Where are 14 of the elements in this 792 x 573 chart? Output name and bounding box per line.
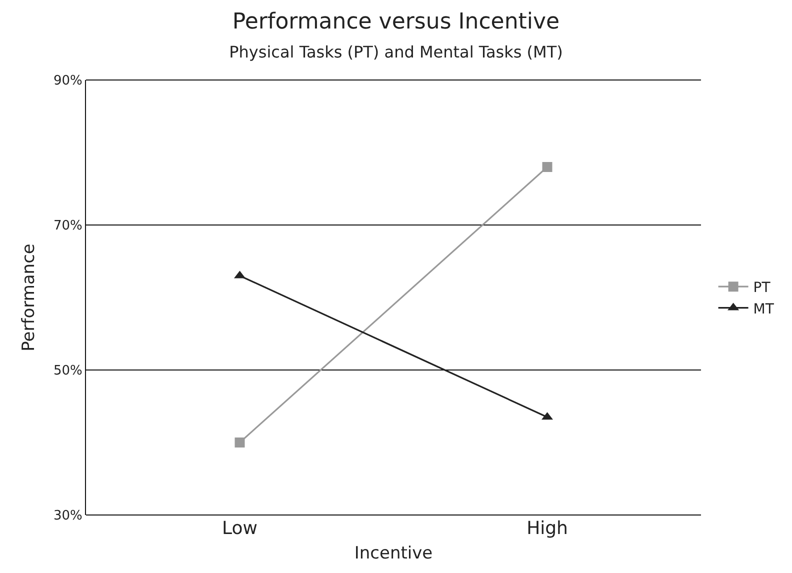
legend-label: MT bbox=[753, 301, 774, 318]
x-tick-label: High bbox=[526, 518, 568, 539]
x-axis-title: Incentive bbox=[354, 543, 433, 564]
y-tick-label: 70% bbox=[53, 218, 82, 234]
x-tick-label: Low bbox=[222, 518, 258, 539]
point bbox=[542, 162, 552, 172]
y-tick-label: 50% bbox=[53, 364, 82, 379]
y-tick-label: 30% bbox=[53, 508, 82, 524]
y-tick-label: 90% bbox=[53, 74, 82, 89]
point bbox=[234, 438, 245, 448]
legend-label: PT bbox=[753, 280, 771, 296]
chart-subtitle: Physical Tasks (PT) and Mental Tasks (MT) bbox=[229, 42, 563, 62]
y-axis-title: Performance bbox=[19, 244, 40, 352]
chart-title: Performance versus Incentive bbox=[232, 10, 560, 35]
